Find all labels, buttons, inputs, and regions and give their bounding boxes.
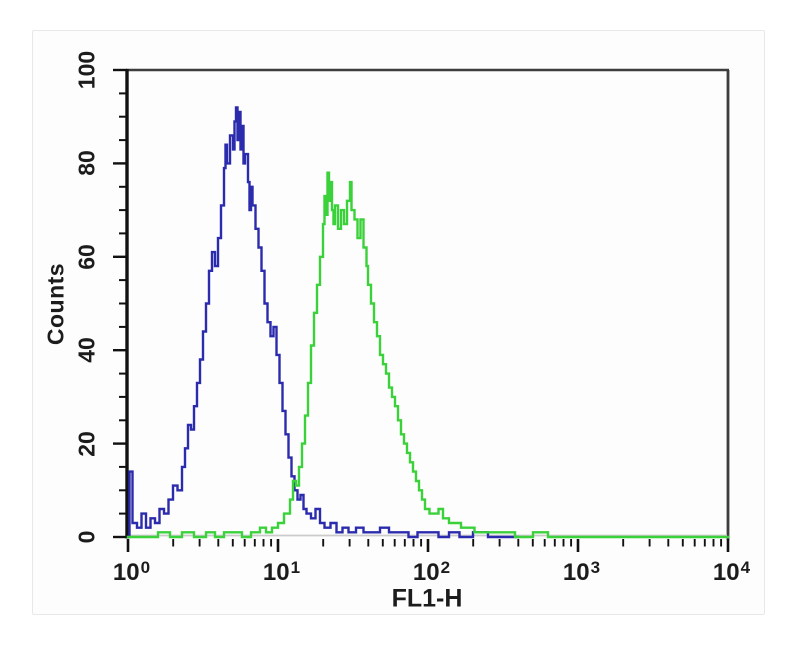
y-tick-label: 0: [73, 530, 100, 544]
y-tick-label: 80: [73, 150, 100, 177]
y-tick-label: 60: [73, 244, 100, 270]
y-tick-label: 100: [73, 50, 100, 90]
green-histogram-trace: [126, 171, 730, 539]
y-tick-label: 40: [73, 337, 100, 363]
x-tick-label: 100: [112, 558, 151, 586]
blue-histogram-trace: [126, 106, 520, 539]
x-tick-label: 102: [412, 558, 451, 586]
x-axis-title: FL1-H: [391, 584, 463, 613]
x-tick-label: 103: [562, 558, 601, 586]
x-tick-label: 104: [712, 558, 751, 586]
y-axis-title: Counts: [42, 262, 69, 346]
x-tick-label: 101: [262, 558, 301, 586]
y-tick-label: 20: [73, 430, 100, 457]
